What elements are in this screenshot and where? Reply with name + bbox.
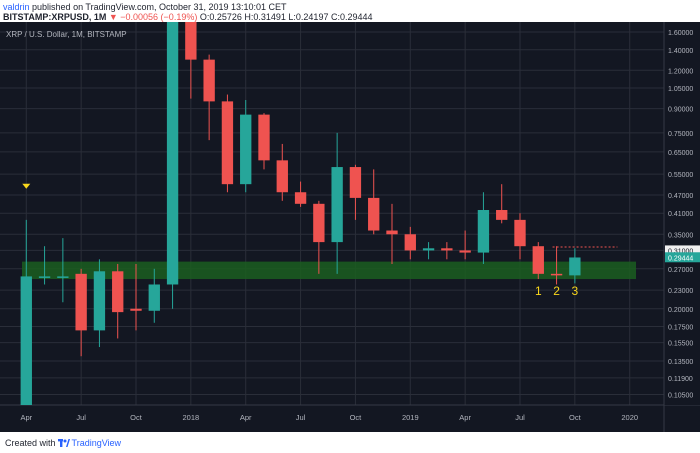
- time-tick-label: Apr: [20, 413, 32, 422]
- level-label: 0.31000: [668, 248, 693, 255]
- candle-body: [20, 276, 32, 405]
- candle-body: [166, 22, 179, 285]
- marker-triangle-icon: [22, 183, 31, 189]
- price-axis-background: [664, 22, 700, 405]
- annotation-label: 1: [535, 284, 542, 298]
- price-tick-label: 0.55000: [668, 172, 693, 179]
- time-tick-label: 2020: [621, 413, 638, 422]
- candle-body: [75, 273, 87, 331]
- tradingview-logo-icon: [57, 439, 70, 447]
- candle-body: [221, 101, 234, 185]
- candle-body: [550, 273, 563, 276]
- price-tick-label: 0.15500: [668, 341, 693, 348]
- price-tick-label: 0.47000: [668, 193, 693, 200]
- time-tick-label: 2018: [183, 413, 200, 422]
- candle-body: [57, 276, 69, 278]
- price-tick-label: 0.13500: [668, 359, 693, 366]
- candle-body: [569, 257, 581, 276]
- candle-body: [368, 197, 380, 231]
- ohlc-values: O:0.25726 H:0.31491 L:0.24197 C:0.29444: [199, 12, 373, 22]
- candle-body: [477, 210, 490, 253]
- candle-body: [258, 114, 270, 161]
- annotation-label: 2: [553, 284, 560, 298]
- symbol-line: BITSTAMP:XRPUSD, 1M ▼ −0.00056 (−0.19%) …: [3, 12, 372, 22]
- time-axis-background: [0, 405, 700, 432]
- time-tick-label: Oct: [350, 413, 363, 422]
- candle-body: [203, 59, 215, 102]
- candle-body: [404, 234, 416, 251]
- candle-body: [185, 22, 197, 60]
- price-tick-label: 1.60000: [668, 30, 693, 37]
- candle-body: [496, 210, 508, 220]
- price-tick-label: 0.35000: [668, 232, 693, 239]
- price-tick-label: 0.23000: [668, 288, 693, 295]
- publisher-username[interactable]: valdrin: [3, 2, 30, 12]
- symbol-label: BITSTAMP:XRPUSD, 1M: [3, 12, 107, 22]
- candle-body: [331, 167, 343, 243]
- price-tick-label: 0.75000: [668, 131, 693, 138]
- time-tick-label: Oct: [569, 413, 582, 422]
- time-tick-label: Apr: [459, 413, 471, 422]
- candlestick-chart[interactable]: 1 2 3 1.60000 1.40000 1.20000 1.05000 0.90000 0.…: [0, 22, 700, 432]
- time-tick-label: Apr: [240, 413, 252, 422]
- chart-footer: Created with TradingView: [0, 432, 700, 453]
- time-tick-label: 2019: [402, 413, 419, 422]
- price-tick-label: 0.11900: [668, 376, 693, 383]
- time-tick-label: Jul: [76, 413, 86, 422]
- candle-body: [422, 248, 435, 251]
- time-tick-label: Jul: [515, 413, 525, 422]
- candle-body: [93, 271, 106, 331]
- price-tick-label: 1.20000: [668, 68, 693, 75]
- price-tick-label: 0.90000: [668, 107, 693, 114]
- chart-area[interactable]: 1 2 3 1.60000 1.40000 1.20000 1.05000 0.90000 0.…: [0, 22, 700, 432]
- price-tick-label: 1.05000: [668, 86, 693, 93]
- candle-body: [276, 160, 288, 193]
- candle-body: [294, 192, 307, 204]
- publisher-line: valdrin published on TradingView.com, Oc…: [3, 2, 287, 12]
- chart-legend: XRP / U.S. Dollar, 1M, BITSTAMP: [6, 30, 127, 39]
- candle-body: [386, 230, 398, 235]
- time-tick-label: Jul: [296, 413, 306, 422]
- chart-header: valdrin published on TradingView.com, Oc…: [0, 0, 700, 22]
- published-info: published on TradingView.com, October 31…: [32, 2, 287, 12]
- time-tick-label: Oct: [130, 413, 143, 422]
- candle-body: [532, 246, 544, 274]
- candle-body: [459, 250, 471, 253]
- created-with[interactable]: Created with TradingView: [5, 438, 121, 448]
- price-tick-label: 0.27000: [668, 267, 693, 274]
- candle-body: [240, 114, 252, 185]
- candle-body: [349, 167, 362, 198]
- candle-body: [130, 308, 142, 311]
- price-tick-label: 0.20000: [668, 307, 693, 314]
- chart-background: [0, 22, 700, 432]
- price-tick-label: 0.10500: [668, 393, 693, 400]
- current-price-label: 0.29444: [668, 255, 693, 262]
- price-tick-label: 0.17500: [668, 325, 693, 332]
- price-tick-label: 0.65000: [668, 150, 693, 157]
- candle-body: [441, 248, 453, 251]
- candle-body: [38, 276, 51, 278]
- candle-body: [313, 203, 325, 243]
- candle-body: [112, 271, 124, 313]
- price-tick-label: 0.41000: [668, 211, 693, 218]
- price-change: ▼ −0.00056 (−0.19%): [108, 12, 198, 22]
- candle-body: [148, 284, 160, 311]
- created-with-label: Created with: [5, 438, 56, 448]
- price-tick-label: 1.40000: [668, 48, 693, 55]
- current-price-label-background: [665, 252, 700, 263]
- annotation-label: 3: [572, 284, 579, 298]
- tradingview-brand: TradingView: [71, 438, 122, 448]
- candle-body: [514, 219, 526, 247]
- level-label-background: [665, 245, 700, 256]
